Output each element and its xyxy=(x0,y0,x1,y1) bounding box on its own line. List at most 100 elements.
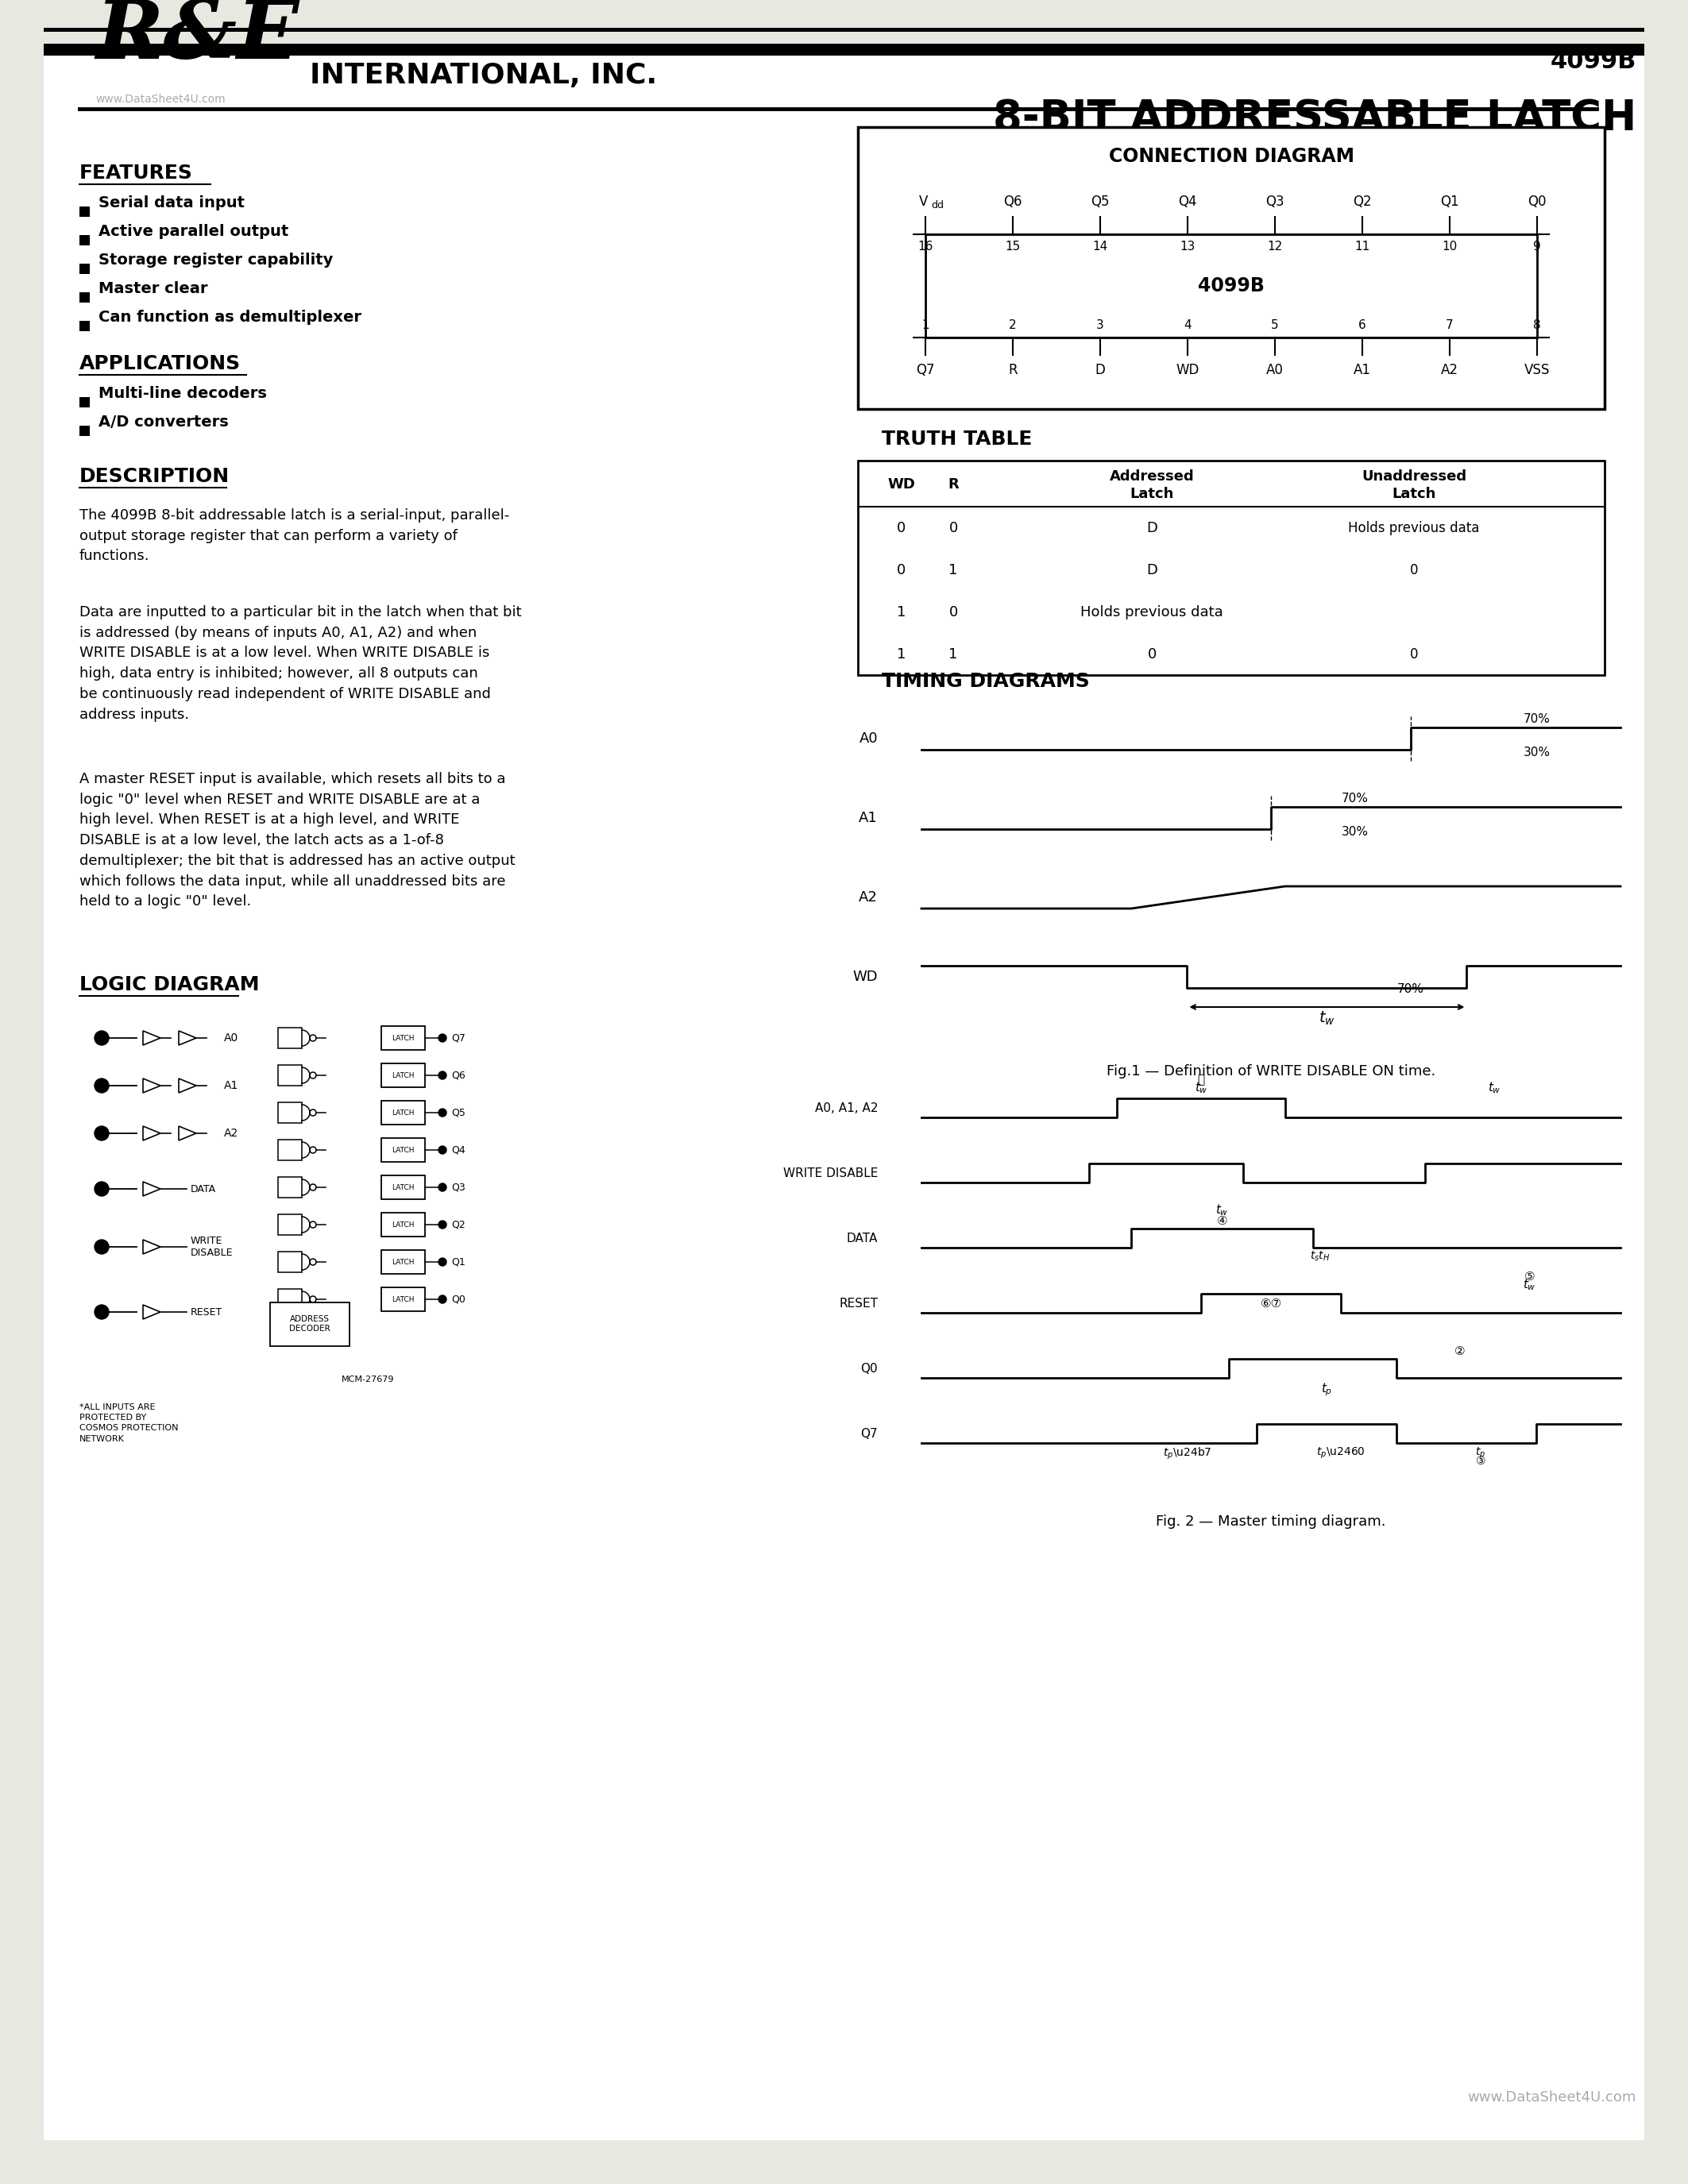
Text: Q6: Q6 xyxy=(451,1070,466,1081)
Text: A1: A1 xyxy=(1354,363,1371,378)
Text: ④: ④ xyxy=(1217,1214,1227,1227)
Text: D: D xyxy=(1096,363,1106,378)
Bar xyxy=(858,461,1605,675)
Text: WD: WD xyxy=(888,478,915,491)
Text: DESCRIPTION: DESCRIPTION xyxy=(79,467,230,487)
Text: 1: 1 xyxy=(922,319,928,332)
Text: LATCH: LATCH xyxy=(392,1221,414,1227)
Text: 0: 0 xyxy=(896,563,906,577)
Text: 16: 16 xyxy=(918,240,933,253)
Text: 9: 9 xyxy=(1533,240,1541,253)
Bar xyxy=(279,1214,302,1234)
Text: $t_w$: $t_w$ xyxy=(1318,1011,1335,1026)
Text: D: D xyxy=(1146,563,1158,577)
Text: Storage register capability: Storage register capability xyxy=(98,253,333,269)
Text: 3: 3 xyxy=(1096,319,1104,332)
Text: WD: WD xyxy=(1177,363,1198,378)
Text: $t_p$\u24b7: $t_p$\u24b7 xyxy=(1163,1446,1212,1461)
Text: LATCH: LATCH xyxy=(392,1295,414,1304)
Circle shape xyxy=(439,1109,446,1116)
Text: LATCH: LATCH xyxy=(392,1184,414,1190)
Text: A0, A1, A2: A0, A1, A2 xyxy=(815,1103,878,1114)
Text: Q1: Q1 xyxy=(451,1256,466,1267)
Circle shape xyxy=(439,1258,446,1267)
Bar xyxy=(279,1066,302,1085)
Bar xyxy=(79,321,89,332)
Bar xyxy=(279,1029,302,1048)
Text: A0: A0 xyxy=(1266,363,1283,378)
Text: 0: 0 xyxy=(1409,563,1418,577)
Text: R: R xyxy=(1008,363,1018,378)
Bar xyxy=(381,1286,425,1310)
Text: LOGIC DIAGRAM: LOGIC DIAGRAM xyxy=(79,976,260,994)
Text: Q4: Q4 xyxy=(451,1144,466,1155)
Text: 30%: 30% xyxy=(1342,826,1369,839)
Text: Fig.1 — Definition of WRITE DISABLE ON time.: Fig.1 — Definition of WRITE DISABLE ON t… xyxy=(1106,1064,1435,1079)
Text: Q7: Q7 xyxy=(451,1033,466,1044)
Bar xyxy=(925,234,1538,339)
Text: A/D converters: A/D converters xyxy=(98,415,228,430)
Bar xyxy=(858,127,1605,408)
Circle shape xyxy=(439,1147,446,1153)
Bar xyxy=(279,1140,302,1160)
Text: Q2: Q2 xyxy=(451,1219,466,1230)
Text: APPLICATIONS: APPLICATIONS xyxy=(79,354,241,373)
Text: Multi-line decoders: Multi-line decoders xyxy=(98,387,267,402)
Text: A0: A0 xyxy=(225,1033,238,1044)
Text: 1: 1 xyxy=(896,605,906,618)
Bar xyxy=(44,28,1644,33)
Bar xyxy=(279,1177,302,1197)
Circle shape xyxy=(439,1072,446,1079)
Text: dd: dd xyxy=(932,201,944,210)
Text: V: V xyxy=(920,194,928,210)
Bar xyxy=(381,1064,425,1088)
Bar xyxy=(279,1103,302,1123)
Bar xyxy=(381,1212,425,1236)
Text: Data are inputted to a particular bit in the latch when that bit
is addressed (b: Data are inputted to a particular bit in… xyxy=(79,605,522,721)
Text: 70%: 70% xyxy=(1398,983,1425,996)
Text: 30%: 30% xyxy=(1523,747,1550,758)
Text: $t_p$: $t_p$ xyxy=(1475,1446,1485,1461)
Bar xyxy=(279,1289,302,1310)
Bar xyxy=(381,1026,425,1051)
Text: DATA: DATA xyxy=(191,1184,216,1195)
Text: $t_p$\u2460: $t_p$\u2460 xyxy=(1317,1446,1366,1461)
Text: A2: A2 xyxy=(225,1127,238,1138)
Text: 4: 4 xyxy=(1183,319,1192,332)
Text: Q3: Q3 xyxy=(1266,194,1285,210)
Text: A2: A2 xyxy=(1442,363,1458,378)
Text: RESET: RESET xyxy=(191,1306,223,1317)
Text: Q0: Q0 xyxy=(861,1363,878,1374)
Bar xyxy=(79,236,89,245)
Text: R: R xyxy=(947,478,959,491)
Bar xyxy=(79,293,89,304)
Text: FEATURES: FEATURES xyxy=(79,164,192,183)
Text: Unaddressed: Unaddressed xyxy=(1362,470,1467,483)
Text: 10: 10 xyxy=(1442,240,1457,253)
Text: A master RESET input is available, which resets all bits to a
logic "0" level wh: A master RESET input is available, which… xyxy=(79,771,515,909)
Text: 12: 12 xyxy=(1268,240,1283,253)
Bar xyxy=(44,44,1644,55)
Text: Q0: Q0 xyxy=(1528,194,1546,210)
Text: Q7: Q7 xyxy=(861,1428,878,1439)
Text: VSS: VSS xyxy=(1524,363,1550,378)
Circle shape xyxy=(95,1304,108,1319)
Text: Q7: Q7 xyxy=(917,363,935,378)
Text: D: D xyxy=(1146,520,1158,535)
Text: 0: 0 xyxy=(896,520,906,535)
Text: Holds previous data: Holds previous data xyxy=(1080,605,1224,618)
Bar xyxy=(79,426,89,437)
Text: Latch: Latch xyxy=(1129,487,1173,500)
Text: Addressed: Addressed xyxy=(1109,470,1193,483)
Bar xyxy=(79,207,89,216)
Text: 6: 6 xyxy=(1359,319,1366,332)
Text: $t_w$: $t_w$ xyxy=(1195,1081,1207,1094)
Text: 8-BIT ADDRESSABLE LATCH: 8-BIT ADDRESSABLE LATCH xyxy=(993,98,1636,140)
Text: 0: 0 xyxy=(949,520,957,535)
Text: LATCH: LATCH xyxy=(392,1147,414,1153)
Text: Q1: Q1 xyxy=(1440,194,1458,210)
Text: 4099B: 4099B xyxy=(1198,277,1264,295)
Circle shape xyxy=(439,1184,446,1190)
Text: 1: 1 xyxy=(896,646,906,662)
Text: INTERNATIONAL, INC.: INTERNATIONAL, INC. xyxy=(311,61,657,90)
